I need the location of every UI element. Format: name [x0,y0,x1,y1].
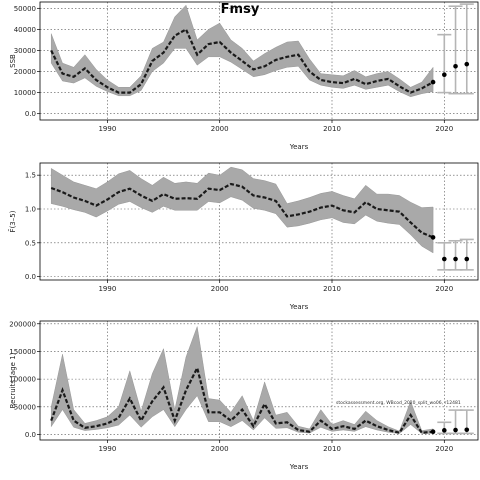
estimate-line [50,182,434,239]
y-axis-label: F̄(3–5) [8,210,17,232]
y-tick-label: 1.5 [25,172,36,180]
confidence-band [51,166,434,254]
panels-group: 1990 2000 2010 2020 0.0 10000 20000 30000 40000 5… [8,1,479,471]
y-axis-label: SSB [9,54,17,68]
plot-frame [39,162,479,281]
panel-fbar: 1990 2000 2010 2020 0.0 0.5 1.0 1.5 Years F̄(3–5) [8,162,479,311]
x-tick-label: 2020 [435,285,453,293]
forecast-point [464,61,470,67]
panel-ssb: 1990 2000 2010 2020 0.0 10000 20000 30000 40000 5… [9,1,479,151]
y-tick-label: 30000 [14,47,36,55]
forecast-point [442,428,447,433]
x-axis-label: Years [289,463,309,471]
panel-recruitment: 1990 2000 2010 2020 0.0 50000 100000 150000 2000… [9,320,479,471]
y-tick-label: 50000 [14,5,36,13]
x-tick-label: 2000 [211,285,229,293]
x-tick-label: 1990 [98,445,116,453]
forecast-point [453,63,458,69]
forecast-point [430,429,436,434]
y-tick-label: 150000 [9,348,36,356]
x-axis-label: Years [289,303,309,311]
x-tick-label: 2010 [323,445,341,453]
x-tick-label: 2020 [435,125,453,133]
x-axis-label: Years [289,143,309,151]
y-tick-label: 0.0 [25,110,36,118]
forecast-point [430,235,436,240]
forecast-point [464,427,470,433]
y-tick-label: 10000 [14,89,36,97]
forecast-point [453,256,458,262]
forecast-point [453,427,458,433]
y-tick-label: 200000 [9,320,36,328]
x-tick-label: 2000 [211,125,229,133]
y-tick-label: 0.5 [25,239,36,247]
y-tick-label: 0.0 [25,431,36,439]
forecast-point [442,72,447,77]
x-tick-label: 2000 [211,445,229,453]
plot-frame [39,320,479,441]
plot-frame [39,1,479,121]
x-tick-label: 2020 [435,445,453,453]
y-tick-label: 0.0 [25,273,36,281]
y-tick-label: 100000 [9,376,36,384]
forecast-point [442,256,447,262]
estimate-line [50,364,434,435]
footnote-text: stockassessment.org, WBcod_2020_split_wo… [336,400,461,406]
x-tick-label: 2010 [323,125,341,133]
x-tick-label: 1990 [98,125,116,133]
forecast-point [430,79,436,85]
y-tick-label: 50000 [14,403,36,411]
confidence-band [51,325,434,434]
y-tick-label: 40000 [14,26,36,34]
figure-title: Fmsy [221,2,260,17]
x-tick-label: 2010 [323,285,341,293]
x-tick-label: 1990 [98,285,116,293]
y-tick-label: 1.0 [25,205,36,213]
estimate-line [50,27,434,94]
forecast-point [464,256,470,262]
y-axis-label: Recruits (age 1) [9,352,17,408]
confidence-band [51,4,434,98]
y-tick-label: 20000 [14,68,36,76]
